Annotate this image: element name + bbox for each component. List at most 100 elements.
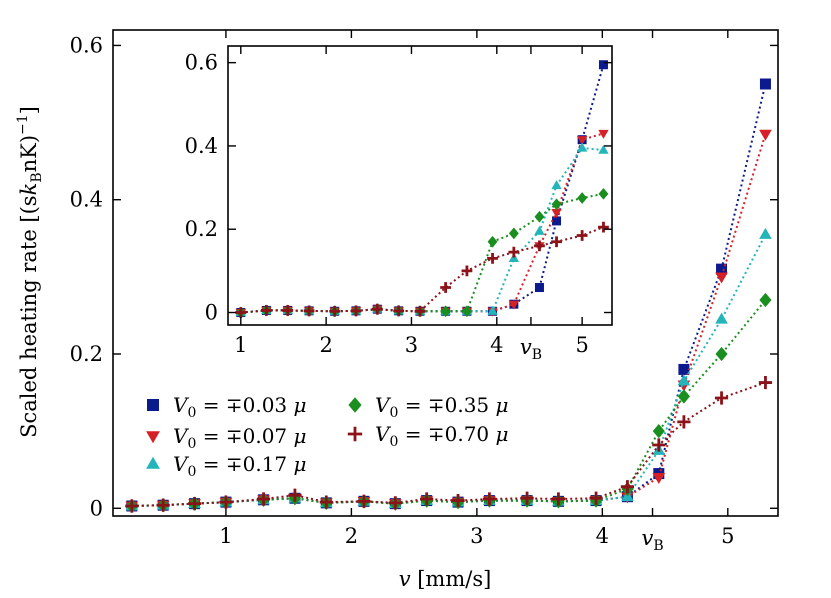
main-data-point bbox=[620, 480, 635, 494]
inset-data-point bbox=[350, 305, 362, 317]
inset-series-line bbox=[240, 226, 604, 314]
legend-entry-label: V0 = ∓0.17 μ bbox=[173, 452, 307, 480]
inset-axis-ticks: 1 2 3 4 5 vB 0 0.2 0.4 0.6 bbox=[185, 46, 612, 363]
legend-marker bbox=[146, 456, 160, 469]
inset-data-point bbox=[393, 305, 405, 317]
legend-entry-label: V0 = ∓0.03 μ bbox=[173, 393, 307, 421]
main-data-point bbox=[677, 374, 691, 386]
inset-data-point bbox=[576, 136, 588, 146]
main-data-point bbox=[551, 492, 566, 506]
inset-data-point bbox=[598, 129, 609, 139]
inset-data-point bbox=[534, 225, 545, 235]
inset-plot-frame bbox=[227, 45, 613, 326]
main-plot-data bbox=[125, 78, 773, 514]
inset-data-point bbox=[508, 300, 520, 310]
main-data-point bbox=[451, 493, 465, 508]
inset-data-point bbox=[534, 210, 545, 223]
main-data-point bbox=[420, 492, 434, 506]
main-data-point bbox=[652, 423, 665, 439]
inset-data-point bbox=[551, 208, 562, 218]
inset-background bbox=[228, 46, 612, 325]
inset-data-point bbox=[551, 236, 562, 248]
main-data-point bbox=[652, 438, 666, 452]
inset-data-point bbox=[551, 198, 562, 211]
inset-data-point bbox=[414, 305, 426, 317]
main-data-point bbox=[759, 129, 772, 141]
main-data-point bbox=[319, 495, 333, 509]
inset-data-point bbox=[487, 252, 498, 264]
main-data-point bbox=[388, 496, 402, 510]
inset-data-point bbox=[552, 216, 562, 226]
inset-x-tick-label: 1 bbox=[234, 333, 247, 357]
main-data-point bbox=[678, 363, 690, 375]
inset-vb-tick-label: vB bbox=[520, 335, 542, 363]
inset-data-point bbox=[282, 305, 294, 316]
main-x-tick-label: 5 bbox=[721, 524, 734, 548]
inset-data-point bbox=[508, 246, 520, 258]
legend-marker bbox=[348, 397, 362, 413]
legend-marker bbox=[147, 399, 159, 411]
inset-data-point bbox=[440, 282, 451, 293]
inset-y-tick-label: 0 bbox=[205, 301, 218, 325]
inset-data-point bbox=[534, 240, 545, 252]
inset-data-point bbox=[487, 305, 498, 315]
main-data-point bbox=[715, 346, 728, 362]
inset-data-point bbox=[598, 221, 609, 233]
legend: V0 = ∓0.03 μ V0 = ∓0.07 μV0 = ∓0.17 μ V0 =… bbox=[146, 393, 509, 480]
main-data-point bbox=[714, 391, 729, 405]
inset-data-point bbox=[598, 144, 609, 154]
inset-data-point bbox=[551, 180, 562, 190]
main-data-point bbox=[219, 495, 233, 509]
main-axis-ticks: 1 2 3 4 5 vB 0 0.2 0.4 0.6 bbox=[70, 30, 778, 554]
inset-data-point bbox=[576, 142, 588, 152]
main-data-point bbox=[520, 491, 534, 505]
main-data-point bbox=[482, 492, 497, 506]
main-data-point bbox=[715, 312, 728, 324]
x-axis-label: v [mm/s] bbox=[399, 567, 492, 591]
inset-data-point bbox=[598, 187, 609, 200]
main-data-point bbox=[256, 492, 271, 506]
inset-data-point bbox=[303, 305, 315, 317]
main-vb-tick-label: vB bbox=[641, 526, 663, 554]
legend-entry-label: V0 = ∓0.07 μ bbox=[173, 424, 307, 452]
main-data-point bbox=[156, 498, 170, 512]
main-data-point bbox=[759, 292, 772, 308]
y-axis-label: Scaled heating rate [(skBnK)−1] bbox=[15, 106, 45, 438]
inset-y-tick-label: 0.4 bbox=[185, 134, 218, 158]
legend-marker bbox=[146, 431, 160, 444]
inset-data-point bbox=[235, 307, 247, 318]
main-data-point bbox=[715, 272, 728, 284]
inset-data-point bbox=[487, 235, 498, 248]
inset-x-tick-label: 4 bbox=[490, 333, 503, 357]
inset-y-tick-label: 0.2 bbox=[185, 217, 218, 241]
main-y-tick-label: 0 bbox=[90, 496, 103, 520]
main-data-point bbox=[677, 389, 690, 404]
inset-data-point bbox=[440, 305, 451, 318]
legend-entry-label: V0 = ∓0.35 μ bbox=[375, 393, 509, 421]
inset-data-point bbox=[461, 265, 473, 277]
main-data-point bbox=[187, 497, 202, 511]
main-data-point bbox=[759, 227, 772, 239]
inset-data-point bbox=[577, 192, 588, 204]
main-data-point bbox=[677, 415, 691, 429]
main-x-tick-label: 3 bbox=[470, 524, 483, 548]
inset-x-tick-label: 5 bbox=[575, 333, 588, 357]
inset-data-point bbox=[329, 305, 341, 317]
inset-x-tick-label: 3 bbox=[405, 333, 418, 357]
main-data-point bbox=[589, 491, 603, 505]
main-data-point bbox=[758, 375, 773, 390]
legend-entry-label: V0 = ∓0.70 μ bbox=[375, 422, 509, 450]
main-data-point bbox=[357, 494, 371, 508]
main-data-point bbox=[759, 78, 771, 90]
main-y-tick-label: 0.4 bbox=[70, 188, 103, 212]
main-x-tick-label: 2 bbox=[345, 524, 358, 548]
inset-data-point bbox=[461, 305, 472, 318]
main-data-point bbox=[652, 473, 666, 485]
inset-data-point bbox=[576, 230, 588, 241]
inset-data-point bbox=[534, 283, 544, 293]
inset-data-point bbox=[598, 60, 608, 70]
main-plot-frame bbox=[112, 29, 779, 517]
main-data-point bbox=[716, 263, 728, 275]
inset-plot-data bbox=[235, 60, 609, 319]
